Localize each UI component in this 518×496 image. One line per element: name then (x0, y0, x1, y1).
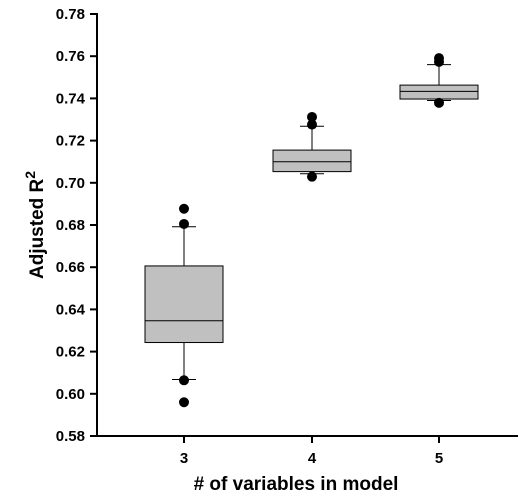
y-tick-label: 0.60 (56, 386, 85, 403)
x-tick-label: 5 (435, 450, 443, 467)
y-tick-label: 0.78 (56, 6, 85, 23)
x-tick-label: 4 (308, 450, 317, 467)
outlier-point (179, 375, 189, 386)
outlier-point (179, 397, 189, 408)
outlier-point (179, 218, 189, 229)
y-tick-label: 0.66 (56, 259, 85, 276)
y-tick-label: 0.68 (56, 217, 85, 234)
y-tick-label: 0.64 (56, 301, 86, 318)
y-axis-title-superscript: 2 (22, 171, 38, 179)
outlier-point (307, 111, 317, 122)
x-tick-label: 3 (180, 450, 188, 467)
outlier-point (307, 171, 317, 182)
x-axis-title: # of variables in model (194, 474, 399, 495)
x-axis-ticks: 3 4 5 (180, 436, 443, 467)
y-tick-label: 0.58 (56, 428, 85, 445)
box-group-4 (272, 125, 352, 175)
y-axis-title-main: Adjusted R (27, 178, 48, 279)
box-iqr (272, 149, 352, 173)
box-group-5 (399, 64, 479, 102)
box-iqr (399, 84, 479, 100)
y-tick-label: 0.74 (56, 90, 86, 107)
box-series (144, 64, 479, 380)
y-tick-label: 0.76 (56, 48, 85, 65)
y-tick-label: 0.70 (56, 175, 85, 192)
y-axis-title: Adjusted R2 (22, 171, 48, 279)
y-tick-label: 0.62 (56, 344, 85, 361)
outlier-points (179, 53, 444, 408)
box-iqr (144, 265, 224, 344)
outlier-point (307, 119, 317, 130)
box-group-3 (144, 226, 224, 380)
outlier-point (179, 203, 189, 214)
outlier-point (434, 97, 444, 108)
y-axis-ticks: 0.58 0.60 0.62 0.64 0.66 0.68 0.70 0.72 0.74 0.76… (56, 6, 97, 445)
outlier-point (434, 53, 444, 64)
y-tick-label: 0.72 (56, 133, 85, 150)
